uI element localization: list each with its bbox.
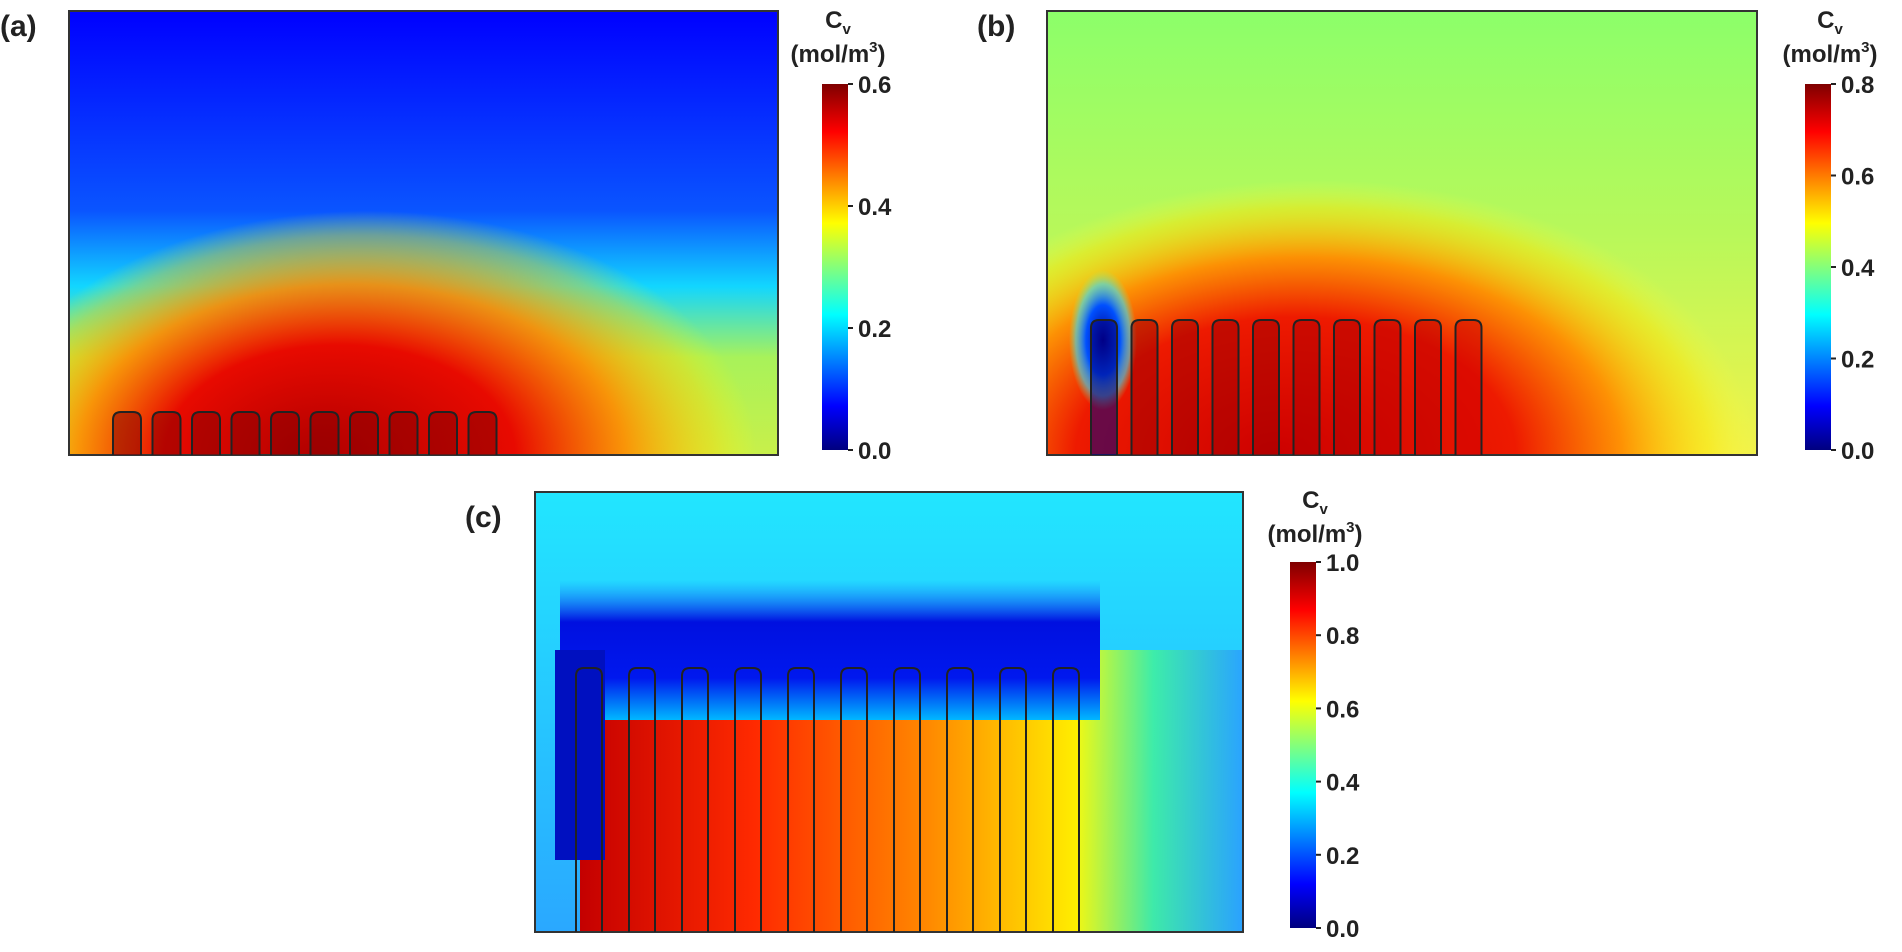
feature-outline <box>893 667 921 932</box>
feature-outline <box>1454 319 1483 455</box>
feature-outline <box>1171 319 1199 455</box>
feature-outline <box>628 667 656 932</box>
colorbar-tick-label: 0.0 <box>1841 438 1874 465</box>
colorbar-tick-label: 0.4 <box>858 194 892 221</box>
panel-a-frame <box>68 10 779 456</box>
colorbar-tick-label: 0.6 <box>1841 164 1874 191</box>
feature-outline <box>1414 319 1442 455</box>
panel-c-frame <box>534 491 1244 933</box>
colorbar-tick-label: 0.0 <box>858 438 891 465</box>
panel-c-field-right <box>1080 650 1243 932</box>
panel-b-colorbar-title: Cv <box>1817 7 1843 38</box>
feature-outline <box>575 667 603 932</box>
panel-c-features <box>575 667 1080 932</box>
panel-a: (a) Cv (mol/m3) 0.0 0.2 0.4 0.6 <box>0 7 892 465</box>
panel-b-colorbar-unit: (mol/m3) <box>1782 39 1877 68</box>
panel-b-colorbar: Cv (mol/m3) 0.0 0.2 0.4 0.6 0.8 <box>1782 7 1877 465</box>
colorbar-tick-label: 0.2 <box>858 316 891 343</box>
feature-outline <box>1211 319 1240 455</box>
feature-outline <box>946 667 974 932</box>
feature-outline <box>1333 319 1361 455</box>
feature-outline <box>1052 667 1080 932</box>
panel-b-colorbar-bar <box>1805 84 1831 450</box>
feature-outline <box>1292 319 1321 455</box>
panel-b: (b) Cv (mol/m3) 0.0 0.2 0.4 0.6 0.8 <box>977 7 1878 465</box>
feature-outline <box>1252 319 1280 455</box>
panel-c-plot <box>534 491 1244 933</box>
panel-a-colorbar: Cv (mol/m3) 0.0 0.2 0.4 0.6 <box>790 7 892 465</box>
panel-c-colorbar-title: Cv <box>1302 487 1328 518</box>
feature-outline <box>467 411 498 455</box>
feature-outline <box>999 667 1027 932</box>
panel-b-plot <box>1046 10 1758 456</box>
feature-outline <box>1090 319 1118 455</box>
colorbar-tick-label: 0.2 <box>1326 843 1359 870</box>
panel-c-field-hot <box>580 720 1080 932</box>
feature-outline <box>1373 319 1402 455</box>
feature-outline <box>309 411 340 455</box>
panel-a-colorbar-bar <box>822 84 848 450</box>
colorbar-tick-label: 0.8 <box>1326 623 1359 650</box>
feature-outline <box>1130 319 1159 455</box>
colorbar-tick-label: 0.4 <box>1841 255 1875 282</box>
colorbar-tick-label: 0.6 <box>1326 696 1359 723</box>
feature-outline <box>428 411 458 455</box>
panel-a-label: (a) <box>0 10 37 43</box>
feature-outline <box>230 411 261 455</box>
colorbar-tick-label: 0.2 <box>1841 347 1874 374</box>
colorbar-tick-label: 0.0 <box>1326 916 1359 943</box>
panel-a-colorbar-title: Cv <box>825 7 851 38</box>
panel-b-features <box>1090 319 1483 455</box>
panel-a-features <box>112 411 498 455</box>
panel-b-colorbar-ticks: 0.0 0.2 0.4 0.6 0.8 <box>1831 72 1875 465</box>
panel-a-colorbar-unit: (mol/m3) <box>790 39 885 68</box>
feature-outline <box>112 411 142 455</box>
feature-outline <box>840 667 868 932</box>
feature-outline <box>681 667 709 932</box>
panel-a-field-hot <box>69 11 778 455</box>
panel-c-label: (c) <box>465 501 502 534</box>
feature-outline <box>388 411 419 455</box>
feature-outline <box>349 411 379 455</box>
panel-c-colorbar-unit: (mol/m3) <box>1267 519 1362 548</box>
panel-c-colorbar-ticks: 0.0 0.2 0.4 0.6 0.8 1.0 <box>1316 550 1360 943</box>
panel-c: (c) Cv (mol/m3) 0.0 0.2 0.4 0.6 0.8 1.0 <box>465 487 1363 943</box>
colorbar-tick-label: 1.0 <box>1326 550 1359 577</box>
panel-c-colorbar-bar <box>1290 562 1316 928</box>
panel-a-colorbar-ticks: 0.0 0.2 0.4 0.6 <box>848 72 892 465</box>
colorbar-tick-label: 0.4 <box>1326 770 1360 797</box>
feature-outline <box>734 667 762 932</box>
panel-b-field-hot <box>1047 11 1757 455</box>
colorbar-tick-label: 0.8 <box>1841 72 1874 99</box>
panel-a-plot <box>68 10 779 456</box>
panel-b-frame <box>1046 10 1758 456</box>
feature-outline <box>151 411 182 455</box>
colorbar-tick-label: 0.6 <box>858 72 891 99</box>
feature-outline <box>270 411 300 455</box>
panel-c-colorbar: Cv (mol/m3) 0.0 0.2 0.4 0.6 0.8 1.0 <box>1267 487 1362 943</box>
feature-outline <box>787 667 815 932</box>
panel-b-label: (b) <box>977 10 1015 43</box>
panel-c-field-left-cold <box>555 650 605 860</box>
feature-outline <box>191 411 221 455</box>
panel-c-field-blue-band <box>560 580 1100 720</box>
